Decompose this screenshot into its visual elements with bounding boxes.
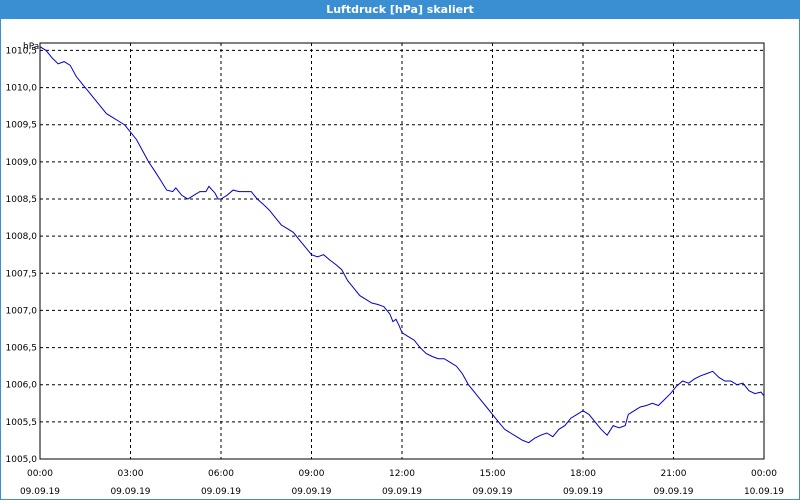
x-tick-date-label: 09.09.19 [110,487,150,497]
y-tick-label: 1005,5 [6,418,38,428]
y-tick-label: 1005,0 [6,455,38,465]
x-tick-time-label: 18:00 [570,469,596,479]
x-tick-time-label: 09:00 [299,469,325,479]
x-tick-labels: 00:00 09.09.19 03:00 09.09.19 06:00 09.09.19 0… [20,469,784,497]
x-tick-date-label: 09.09.19 [291,487,331,497]
pressure-series-line [39,46,765,444]
y-tick-label: 1009,0 [6,158,38,168]
x-tick-time-label: 03:00 [118,469,144,479]
line-chart: hPa 1010,5 1010,0 1009,5 1009,0 1008,5 1008,0… [6,42,785,497]
y-tick-label: 1010,0 [6,84,38,94]
x-tick-time-label: 00:00 [27,469,53,479]
x-tick-time-label: 06:00 [208,469,234,479]
x-tick-time-label: 15:00 [480,469,506,479]
x-tick-time-label: 00:00 [751,469,777,479]
x-tick-date-label: 10.09.19 [744,487,784,497]
y-tick-label: 1010,5 [6,46,38,56]
x-tick-time-label: 12:00 [389,469,415,479]
x-tick-date-label: 09.09.19 [201,487,241,497]
y-tick-label: 1006,0 [6,381,38,391]
y-tick-label: 1008,0 [6,232,38,242]
x-tick-time-label: 21:00 [661,469,687,479]
y-axis-unit-label: hPa [23,42,39,52]
y-tick-label: 1007,5 [6,269,38,279]
y-tick-label: 1009,5 [6,121,38,131]
window-title: Luftdruck [hPa] skaliert [1,1,799,19]
y-tick-label: 1006,5 [6,344,38,354]
y-tick-labels: 1010,5 1010,0 1009,5 1009,0 1008,5 1008,0 1007… [6,46,38,465]
x-tick-date-label: 09.09.19 [20,487,60,497]
x-tick-date-label: 09.09.19 [563,487,603,497]
gridlines [39,43,765,460]
y-tick-label: 1008,5 [6,195,38,205]
plot-area-frame [39,42,765,460]
x-tick-date-label: 09.09.19 [653,487,693,497]
x-tick-date-label: 09.09.19 [472,487,512,497]
y-tick-label: 1007,0 [6,306,38,316]
x-tick-date-label: 09.09.19 [382,487,422,497]
